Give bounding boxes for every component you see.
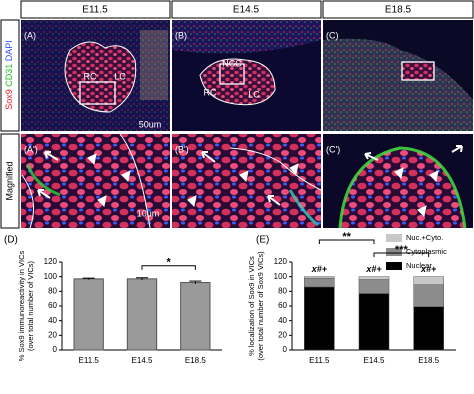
x-tick-label: E14.5 bbox=[132, 356, 153, 365]
image-annotation: 10um bbox=[137, 208, 160, 218]
y-axis-label: % localization of Sox9 in VICs bbox=[247, 256, 256, 356]
panel-label: (D) bbox=[4, 235, 18, 246]
y-tick-label: 100 bbox=[274, 272, 288, 281]
panel-label: (A) bbox=[24, 30, 36, 40]
image-annotation: RC bbox=[84, 71, 97, 81]
image-annotation: 50um bbox=[139, 119, 162, 129]
stain: CD31 bbox=[4, 64, 14, 87]
bar-segment bbox=[413, 276, 444, 285]
y-tick-label: 60 bbox=[48, 301, 57, 310]
micrograph bbox=[323, 20, 473, 131]
bar-annotation: x#+ bbox=[365, 264, 382, 274]
significance-bracket bbox=[141, 265, 196, 270]
y-tick-label: 0 bbox=[283, 345, 288, 354]
charts: (D) 0 20 40 60 80 100 120 % Sox9 immunoreactivit… bbox=[4, 231, 456, 365]
row-label-box bbox=[0, 133, 20, 229]
y-tick-label: 20 bbox=[48, 330, 57, 339]
y-tick-label: 40 bbox=[278, 316, 287, 325]
column-header-box bbox=[171, 0, 322, 19]
bar-segment bbox=[304, 277, 335, 288]
micrograph bbox=[21, 20, 170, 131]
y-tick-label: 80 bbox=[278, 286, 287, 295]
panel-label: (A') bbox=[24, 144, 38, 154]
column-header: E14.5 bbox=[233, 5, 260, 16]
significance-label: *** bbox=[395, 244, 409, 256]
bar-segment bbox=[358, 293, 390, 351]
panel-label: (B') bbox=[175, 144, 189, 154]
y-axis-label: (over total number of Sox9 VICs) bbox=[256, 251, 265, 361]
bar bbox=[73, 278, 104, 351]
image-annotation: NCC bbox=[222, 58, 242, 68]
arrow-markers bbox=[37, 145, 463, 218]
image-annotation: LC bbox=[114, 71, 126, 81]
x-tick-label: E14.5 bbox=[364, 356, 385, 365]
image-annotation: LC bbox=[248, 89, 260, 99]
column-header-box bbox=[322, 0, 474, 19]
row-label: Magnified bbox=[4, 161, 14, 200]
panel-label: (C') bbox=[326, 144, 340, 154]
y-tick-label: 100 bbox=[44, 272, 58, 281]
panel-label: (C) bbox=[326, 30, 339, 40]
x-tick-label: E18.5 bbox=[185, 356, 206, 365]
x-tick-label: E11.5 bbox=[309, 356, 330, 365]
legend-swatch bbox=[386, 234, 402, 242]
y-tick-label: 60 bbox=[278, 301, 287, 310]
bar-segment bbox=[358, 276, 390, 280]
legend-swatch bbox=[386, 248, 402, 256]
bar-segment bbox=[304, 286, 335, 351]
image-annotation: RC bbox=[204, 87, 217, 97]
bar-segment bbox=[358, 279, 390, 294]
significance-bracket bbox=[318, 239, 375, 244]
x-tick-label: E18.5 bbox=[418, 356, 439, 365]
row-label-box bbox=[0, 19, 20, 132]
micrograph bbox=[323, 134, 473, 229]
column-header-box bbox=[20, 0, 171, 19]
x-tick-label: E11.5 bbox=[79, 356, 100, 365]
micrograph bbox=[172, 20, 321, 131]
y-tick-label: 20 bbox=[278, 330, 287, 339]
y-axis-label: % Sox9 immunoreactivity in VICs bbox=[17, 251, 26, 362]
y-tick-label: 0 bbox=[53, 345, 58, 354]
y-tick-label: 80 bbox=[48, 286, 57, 295]
bar-annotation: x#+ bbox=[311, 264, 328, 274]
bar-segment bbox=[413, 306, 444, 351]
legend-label: Cytoplasmic bbox=[406, 247, 447, 256]
legend-swatch bbox=[386, 262, 402, 270]
legend-label: Nuclear bbox=[406, 261, 432, 270]
significance-label: * bbox=[167, 257, 172, 269]
y-axis-label: (over total number of VICs) bbox=[26, 260, 35, 351]
stain: Sox9 bbox=[4, 89, 14, 110]
bar bbox=[126, 278, 158, 351]
stain-label: Sox9 CD31 DAPI bbox=[4, 40, 14, 110]
stain: DAPI bbox=[4, 40, 14, 61]
bar-annotation: x#+ bbox=[420, 264, 437, 274]
panel-label: (B) bbox=[175, 30, 187, 40]
significance-bracket bbox=[373, 252, 430, 257]
column-header: E11.5 bbox=[82, 5, 108, 16]
y-tick-label: 40 bbox=[48, 316, 57, 325]
bar-segment bbox=[413, 284, 444, 307]
legend-label: Nuc.+Cyto. bbox=[406, 233, 443, 242]
significance-label: ** bbox=[342, 231, 351, 243]
panel-label: (E) bbox=[256, 235, 269, 246]
bar-segment bbox=[304, 276, 335, 279]
bar bbox=[180, 282, 211, 351]
y-tick-label: 120 bbox=[44, 257, 58, 266]
column-header: E18.5 bbox=[385, 5, 412, 16]
micrograph bbox=[21, 133, 170, 229]
y-tick-label: 120 bbox=[274, 257, 288, 266]
